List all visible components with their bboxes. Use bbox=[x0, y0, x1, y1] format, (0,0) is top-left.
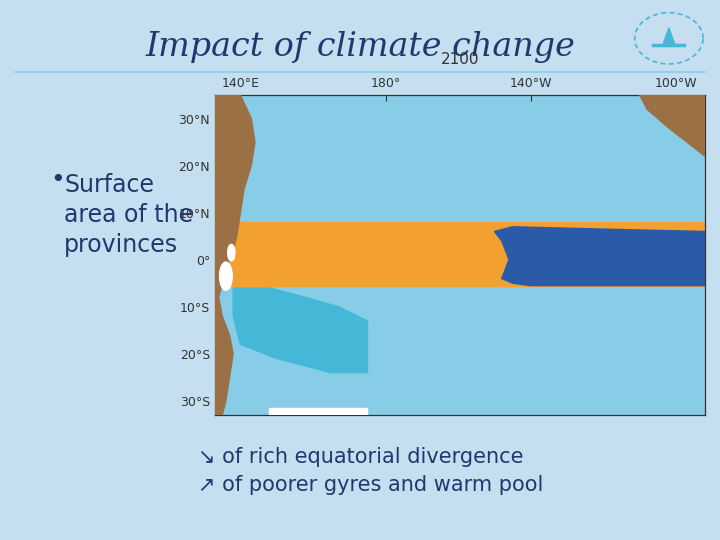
Bar bbox=[215, 222, 705, 286]
Text: •: • bbox=[50, 168, 65, 192]
Ellipse shape bbox=[228, 245, 235, 261]
Text: area of the: area of the bbox=[64, 203, 193, 227]
Polygon shape bbox=[215, 95, 255, 415]
Text: Impact of climate change: Impact of climate change bbox=[145, 31, 575, 63]
Title: 2100: 2100 bbox=[441, 52, 480, 68]
Polygon shape bbox=[233, 288, 367, 373]
Ellipse shape bbox=[220, 262, 233, 291]
Polygon shape bbox=[639, 95, 705, 156]
Text: Surface: Surface bbox=[64, 173, 154, 197]
Polygon shape bbox=[495, 227, 705, 286]
Polygon shape bbox=[269, 408, 367, 415]
Polygon shape bbox=[662, 28, 675, 45]
Text: ↘ of rich equatorial divergence: ↘ of rich equatorial divergence bbox=[198, 447, 523, 467]
Text: ↗ of poorer gyres and warm pool: ↗ of poorer gyres and warm pool bbox=[198, 475, 544, 495]
Text: provinces: provinces bbox=[64, 233, 178, 257]
